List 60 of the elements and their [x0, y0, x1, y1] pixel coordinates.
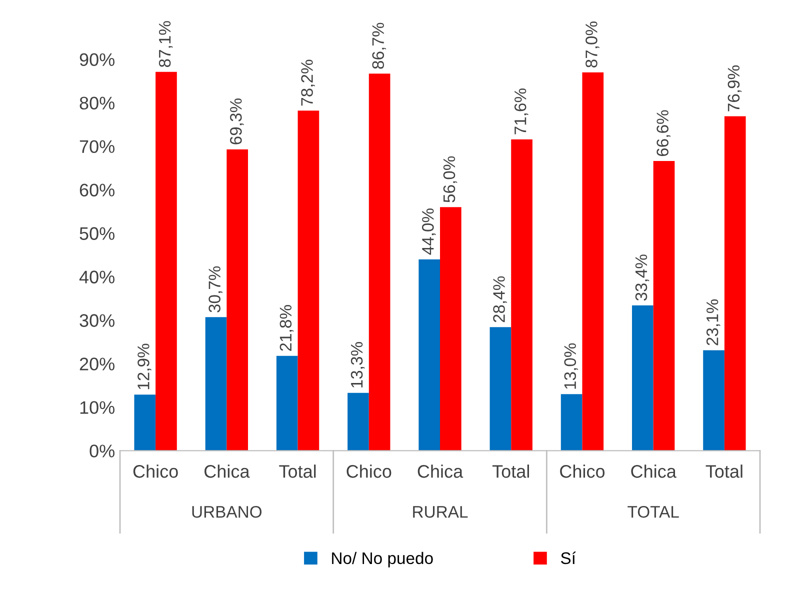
bar: [134, 394, 156, 451]
data-label: 56,0%: [443, 156, 458, 202]
bar: [653, 161, 675, 451]
data-label: 66,6%: [656, 110, 670, 156]
x-tick-label: Total: [706, 464, 742, 478]
bar: [156, 72, 177, 451]
data-label: 13,3%: [350, 342, 365, 388]
y-tick-label: 20%: [80, 358, 114, 370]
x-tick-label: Chico: [560, 464, 605, 478]
bar: [226, 149, 248, 451]
data-label: 87,1%: [158, 21, 173, 68]
data-label: 21,8%: [280, 305, 294, 351]
y-tick-label: 40%: [79, 270, 114, 284]
y-tick-label: 80%: [80, 96, 114, 110]
text: RURAL: [413, 506, 468, 518]
bar: [368, 74, 390, 451]
data-label: 13,0%: [564, 343, 578, 389]
x-tick-label: Chica: [631, 464, 676, 478]
data-label: 86,7%: [372, 22, 386, 69]
data-label: 28,4%: [493, 276, 507, 322]
y-tick-label: 10%: [80, 401, 114, 414]
x-tick-label: Total: [279, 464, 316, 478]
y-tick-label: 90%: [80, 53, 114, 66]
data-label: 33,4%: [635, 254, 650, 301]
bar: [703, 350, 724, 451]
y-tick-label: 30%: [80, 314, 114, 327]
data-label: 30,7%: [208, 266, 222, 312]
text: TOTAL: [628, 506, 679, 518]
x-tick-label: Chica: [204, 464, 250, 478]
bar: [490, 327, 512, 451]
text: URBANO: [192, 506, 262, 518]
bar: [632, 305, 654, 451]
data-label: 23,1%: [706, 299, 720, 346]
data-label: 87,0%: [586, 22, 600, 68]
y-tick-label: 60%: [80, 184, 114, 196]
data-label: 78,2%: [301, 60, 315, 106]
bar: [724, 116, 746, 451]
y-tick-label: 70%: [80, 140, 114, 153]
legend-label: No/ No puedo: [332, 552, 433, 568]
bar: [560, 394, 582, 451]
legend-label: Sí: [560, 552, 576, 564]
bar: [205, 317, 227, 451]
y-tick-label: 0%: [90, 444, 114, 458]
bar: [298, 110, 320, 451]
x-tick-label: Chico: [133, 464, 178, 478]
data-label: 69,3%: [230, 98, 244, 144]
x-tick-label: Chico: [346, 464, 392, 478]
x-tick-label: Chica: [418, 464, 464, 478]
bar: [440, 207, 462, 451]
bar: [276, 356, 298, 451]
x-tick-label: Total: [492, 464, 529, 478]
data-label: 44,0%: [422, 208, 436, 255]
data-label: 71,6%: [514, 88, 528, 134]
bar: [348, 392, 369, 451]
bar: [418, 259, 440, 451]
bar: [511, 139, 532, 451]
data-label: 12,9%: [138, 344, 152, 390]
y-tick-label: 50%: [80, 227, 114, 240]
data-label: 76,9%: [728, 65, 742, 112]
bar: [582, 72, 604, 451]
